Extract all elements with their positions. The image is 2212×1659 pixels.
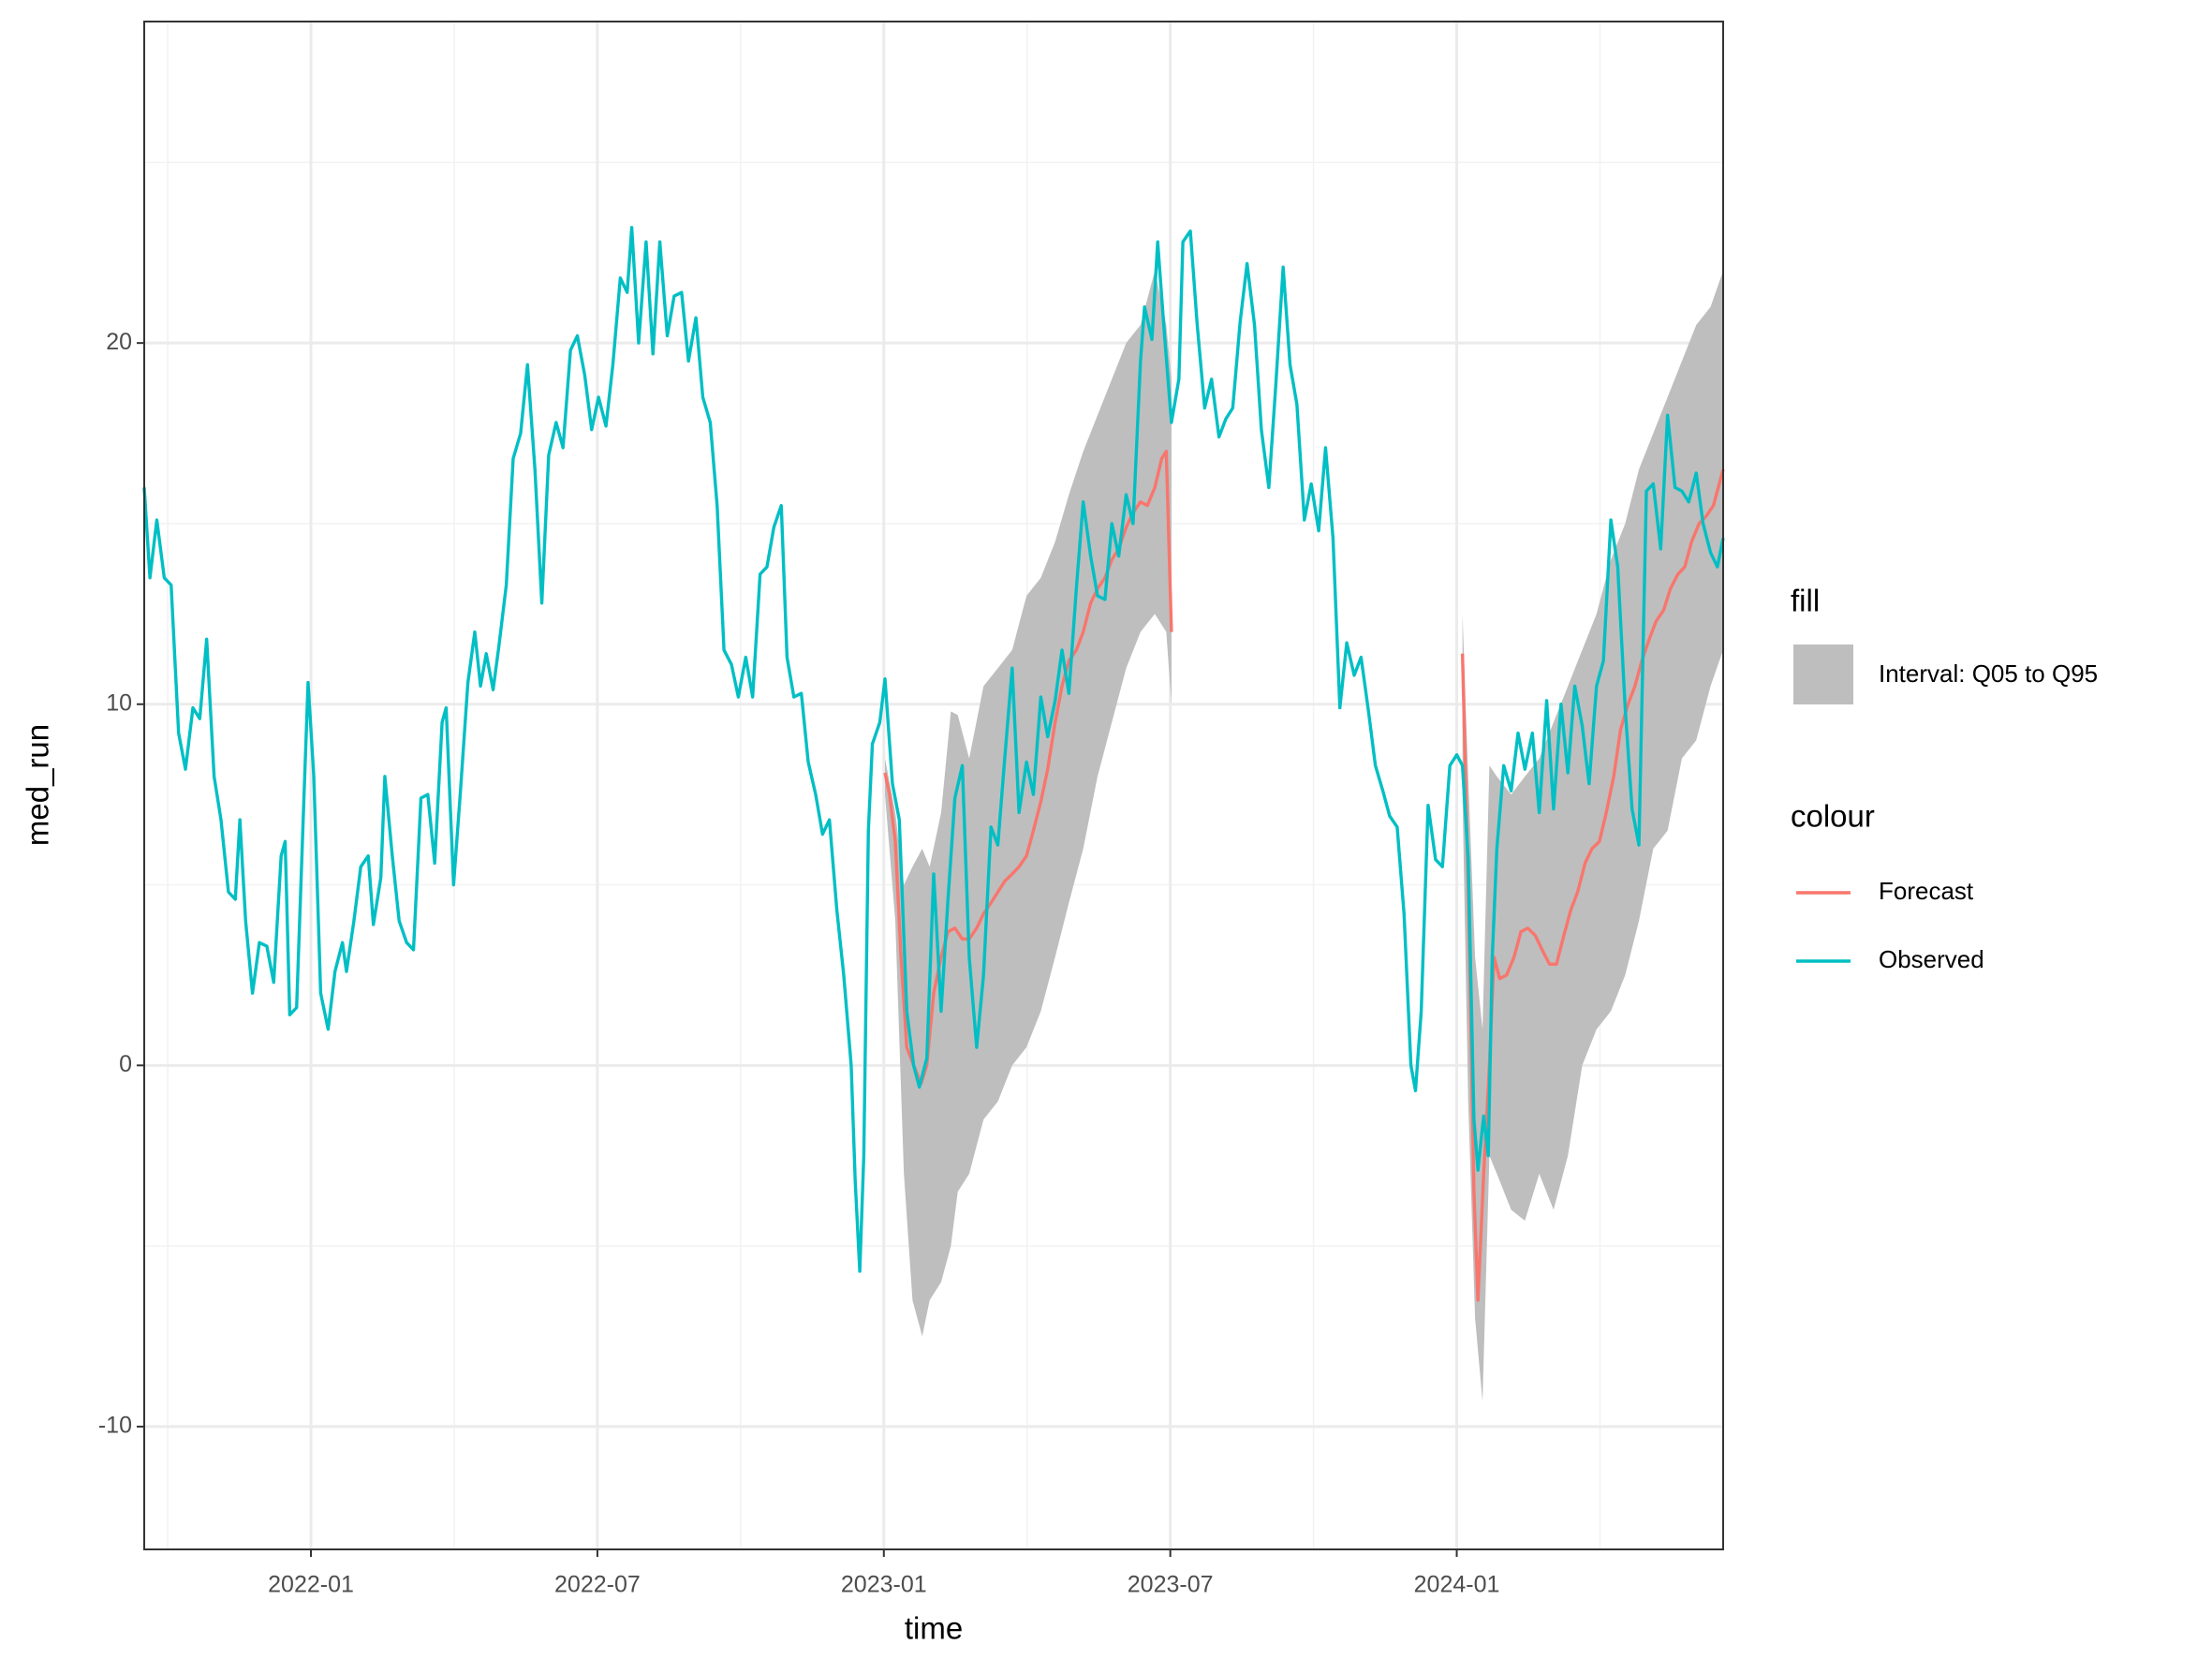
y-tick-label: 10 xyxy=(106,689,132,716)
grid xyxy=(144,22,1723,1549)
legend: fill colour Interval: Q05 to Q95 Forecast… xyxy=(1791,584,2098,973)
legend-title: colour xyxy=(1791,799,1875,834)
x-tick-label: 2022-01 xyxy=(268,1572,354,1598)
x-tick-label: 2024-01 xyxy=(1414,1572,1500,1598)
axes: -10 0 10 20 2022-01 2022-07 2023-01 2023-07 2024… xyxy=(98,329,1500,1598)
x-tick-label: 2022-07 xyxy=(554,1572,641,1598)
y-tick-label: 0 xyxy=(119,1051,132,1077)
x-tick-label: 2023-01 xyxy=(841,1572,927,1598)
y-axis-title: med_run xyxy=(21,724,55,846)
x-axis-title: time xyxy=(905,1611,963,1646)
interval-band xyxy=(885,271,1723,1401)
plot-data xyxy=(142,226,1725,1401)
legend-label: Observed xyxy=(1879,945,1984,973)
y-tick-label: 20 xyxy=(106,329,132,355)
legend-key xyxy=(1793,644,1853,704)
legend-title: fill xyxy=(1791,584,1820,618)
y-tick-label: -10 xyxy=(98,1413,132,1439)
panel-border xyxy=(143,21,1724,1550)
series-line xyxy=(883,450,1725,1302)
series-line xyxy=(142,226,1725,1273)
legend-label: Interval: Q05 to Q95 xyxy=(1879,659,2098,688)
legend-label: Forecast xyxy=(1879,877,1974,905)
x-tick-label: 2023-07 xyxy=(1128,1572,1214,1598)
